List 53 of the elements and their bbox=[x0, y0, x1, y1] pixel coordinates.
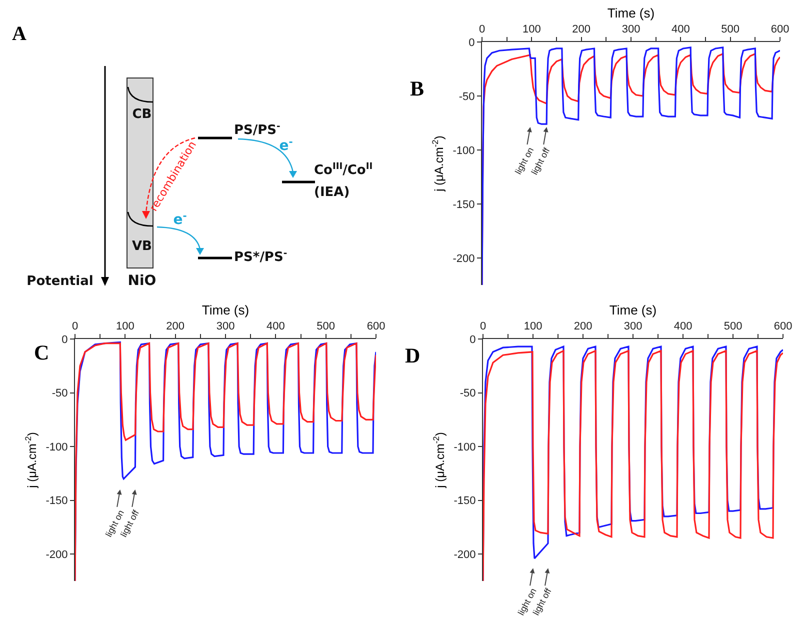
x-tick-label: 200 bbox=[166, 320, 185, 333]
text: A bbox=[12, 23, 27, 45]
text: Co$^{III}$/Co$^{II}$ bbox=[314, 162, 373, 178]
x-tick-label: 300 bbox=[624, 320, 642, 333]
text: e$^{-}$ bbox=[279, 136, 293, 154]
y-tick-label: -50 bbox=[52, 388, 68, 400]
text: (IEA) bbox=[314, 185, 350, 200]
x-tick-label: 300 bbox=[622, 24, 640, 36]
y-tick-label: -50 bbox=[460, 388, 476, 400]
y-tick-label: 0 bbox=[62, 334, 68, 346]
chart-title: D bbox=[405, 343, 420, 368]
y-tick-label: -150 bbox=[452, 198, 475, 211]
text: CB bbox=[132, 107, 152, 122]
y-tick-label: -100 bbox=[46, 441, 68, 454]
y-tick-label: -50 bbox=[458, 90, 475, 103]
text: PS/PS$^{-}$ bbox=[234, 122, 281, 138]
x-tick-label: 0 bbox=[72, 320, 78, 333]
y-tick-label: -200 bbox=[454, 548, 476, 561]
text: B bbox=[410, 76, 424, 100]
x-tick-label: 400 bbox=[671, 24, 690, 36]
y-tick-label: 0 bbox=[468, 36, 475, 49]
y-tick-label: -150 bbox=[454, 495, 476, 508]
y-tick-label: -100 bbox=[454, 441, 476, 454]
text: NiO bbox=[128, 273, 156, 289]
x-tick-label: 600 bbox=[366, 320, 386, 333]
x-tick-label: 100 bbox=[116, 320, 134, 333]
x-tick-label: 300 bbox=[216, 320, 235, 333]
x-tick-label: 100 bbox=[522, 24, 541, 36]
x-tick-label: 200 bbox=[574, 320, 592, 333]
x-tick-label: 400 bbox=[674, 320, 692, 333]
text: Potential bbox=[26, 274, 94, 289]
x-tick-label: 0 bbox=[480, 320, 486, 333]
y-tick-label: -200 bbox=[46, 548, 68, 561]
x-tick-label: 200 bbox=[572, 24, 591, 36]
y-tick-label: -100 bbox=[452, 144, 475, 157]
chart-title: C bbox=[34, 340, 50, 364]
x-axis-title: Time (s) bbox=[609, 302, 657, 318]
text: VB bbox=[132, 239, 152, 254]
x-tick-label: 400 bbox=[266, 320, 285, 333]
y-tick-label: 0 bbox=[470, 334, 476, 346]
x-tick-label: 500 bbox=[721, 24, 740, 36]
y-tick-label: -150 bbox=[46, 495, 68, 508]
x-axis-title: Time (s) bbox=[607, 6, 655, 21]
x-tick-label: 100 bbox=[524, 320, 542, 333]
x-tick-label: 500 bbox=[316, 320, 336, 333]
x-tick-label: 600 bbox=[770, 24, 790, 36]
y-tick-label: -200 bbox=[452, 252, 475, 265]
x-tick-label: 500 bbox=[724, 320, 742, 333]
x-tick-label: 0 bbox=[478, 24, 486, 36]
x-tick-label: 600 bbox=[774, 320, 792, 333]
x-axis-title: Time (s) bbox=[202, 302, 250, 318]
text: e$^{-}$ bbox=[173, 210, 187, 228]
text: PS*/PS$^{-}$ bbox=[234, 249, 288, 265]
